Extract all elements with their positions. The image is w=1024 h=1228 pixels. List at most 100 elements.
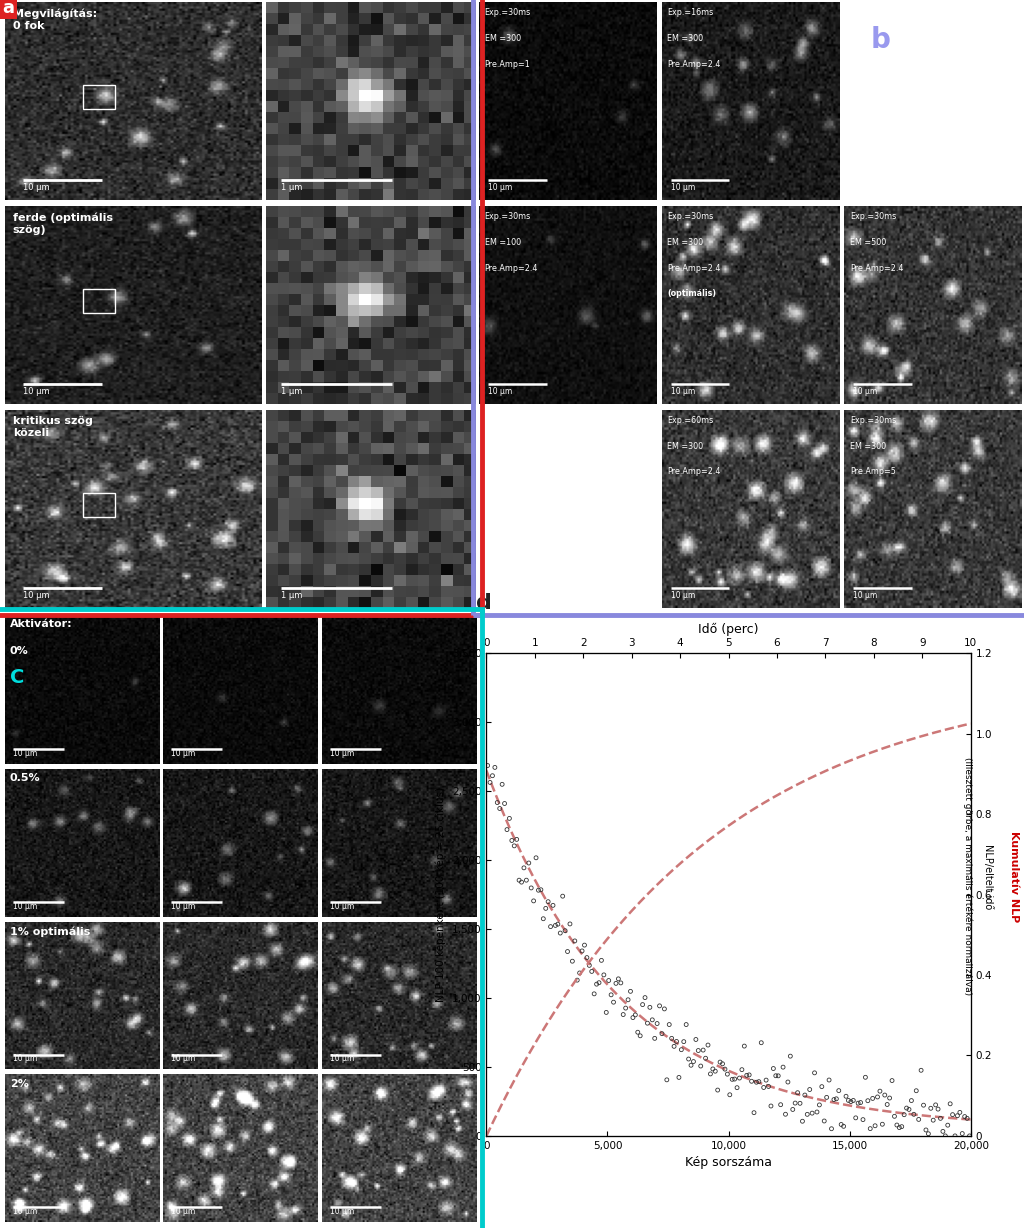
Point [666,1036,682,1056]
Text: 10 μm: 10 μm [330,901,354,911]
Point [564,952,581,971]
Text: EM =300: EM =300 [850,442,886,451]
Point [630,1023,646,1043]
Point [845,1090,861,1110]
Text: 10 μm: 10 μm [13,749,37,758]
Point [763,1097,779,1116]
Point [724,1070,740,1089]
Point [688,1029,705,1049]
Point [605,992,622,1012]
Point [722,1084,738,1104]
Point [877,1086,893,1105]
Point [891,1117,907,1137]
Bar [0,609,482,1228]
Text: Pre.Amp=2.4: Pre.Amp=2.4 [668,60,721,69]
Bar [83,85,115,109]
Point [702,1065,719,1084]
Text: 10 μm: 10 μm [13,1055,37,1063]
Text: EM =300: EM =300 [668,238,703,247]
Point [620,990,636,1009]
Point [956,1106,973,1126]
Point [651,996,668,1016]
Point [525,892,542,911]
Point [838,1087,854,1106]
Text: 10 μm: 10 μm [330,1055,354,1063]
Point [913,1061,930,1081]
Point [685,1051,701,1071]
Text: Pre.Amp=2.4: Pre.Amp=2.4 [668,468,721,476]
Point [600,970,616,990]
Y-axis label: NLP 100 képenként (100 kép = 25 ciklus): NLP 100 képenként (100 kép = 25 ciklus) [436,787,446,1002]
Text: Pre.Amp=2.4: Pre.Amp=2.4 [850,264,903,273]
Point [947,1126,964,1146]
Bar [83,289,115,313]
Point [538,899,554,919]
Point [843,1092,859,1111]
Text: Kumulatív NLP: Kumulatív NLP [1009,830,1019,922]
Point [905,1104,922,1124]
Point [818,1088,835,1108]
Point [768,1066,784,1086]
Text: 10 μm: 10 μm [853,387,878,397]
Text: NLP/eltelt idő: NLP/eltelt idő [983,844,993,909]
Point [557,921,573,941]
Point [731,1068,748,1088]
Text: Exp.=60ms: Exp.=60ms [668,416,714,425]
Point [554,887,570,906]
Point [874,1115,891,1135]
Point [782,1046,799,1066]
Point [501,808,517,828]
Text: 10 μm: 10 μm [24,183,50,193]
Point [729,1078,745,1098]
Point [543,917,559,937]
Text: 10 μm: 10 μm [671,387,695,397]
Point [646,1029,663,1049]
Point [552,923,568,943]
Point [530,880,547,900]
Point [644,1009,660,1029]
Text: Exp.=30ms: Exp.=30ms [850,212,896,221]
Point [736,1036,753,1056]
Point [678,1014,694,1034]
Point [707,1061,723,1081]
Point [664,1029,680,1049]
Text: 10 μm: 10 μm [13,901,37,911]
Point [830,1081,847,1100]
Point [741,1065,758,1084]
Point [951,1103,968,1122]
Point [571,963,588,982]
Point [673,1040,689,1060]
Point [749,1072,765,1092]
Point [743,1072,760,1092]
Point [573,941,590,960]
Bar [0,0,482,615]
Point [761,1077,777,1097]
Text: 10 μm: 10 μm [330,1207,354,1216]
Point [799,1104,815,1124]
Text: 10 μm: 10 μm [24,387,50,397]
Text: kritikus szög
közeli: kritikus szög közeli [13,416,93,438]
Point [930,1099,946,1119]
Point [715,1054,731,1073]
Point [884,1071,900,1090]
Text: a: a [2,0,14,17]
Text: ferde (optimális
szög): ferde (optimális szög) [13,212,113,235]
Point [653,1024,670,1044]
Point [790,1083,806,1103]
Point [751,1072,767,1092]
Point [536,909,552,928]
Point [545,895,561,915]
Text: 10 μm: 10 μm [171,1207,196,1216]
Text: 1 μm: 1 μm [282,183,302,193]
Point [894,1116,910,1136]
Point [504,830,520,850]
Text: 10 μm: 10 μm [488,183,512,193]
Point [828,1089,845,1109]
Text: 0.5%: 0.5% [10,774,40,783]
Point [582,955,598,975]
Point [958,1109,975,1129]
Point [921,1124,937,1143]
Point [635,995,651,1014]
Point [915,1095,932,1115]
Point [734,1060,751,1079]
